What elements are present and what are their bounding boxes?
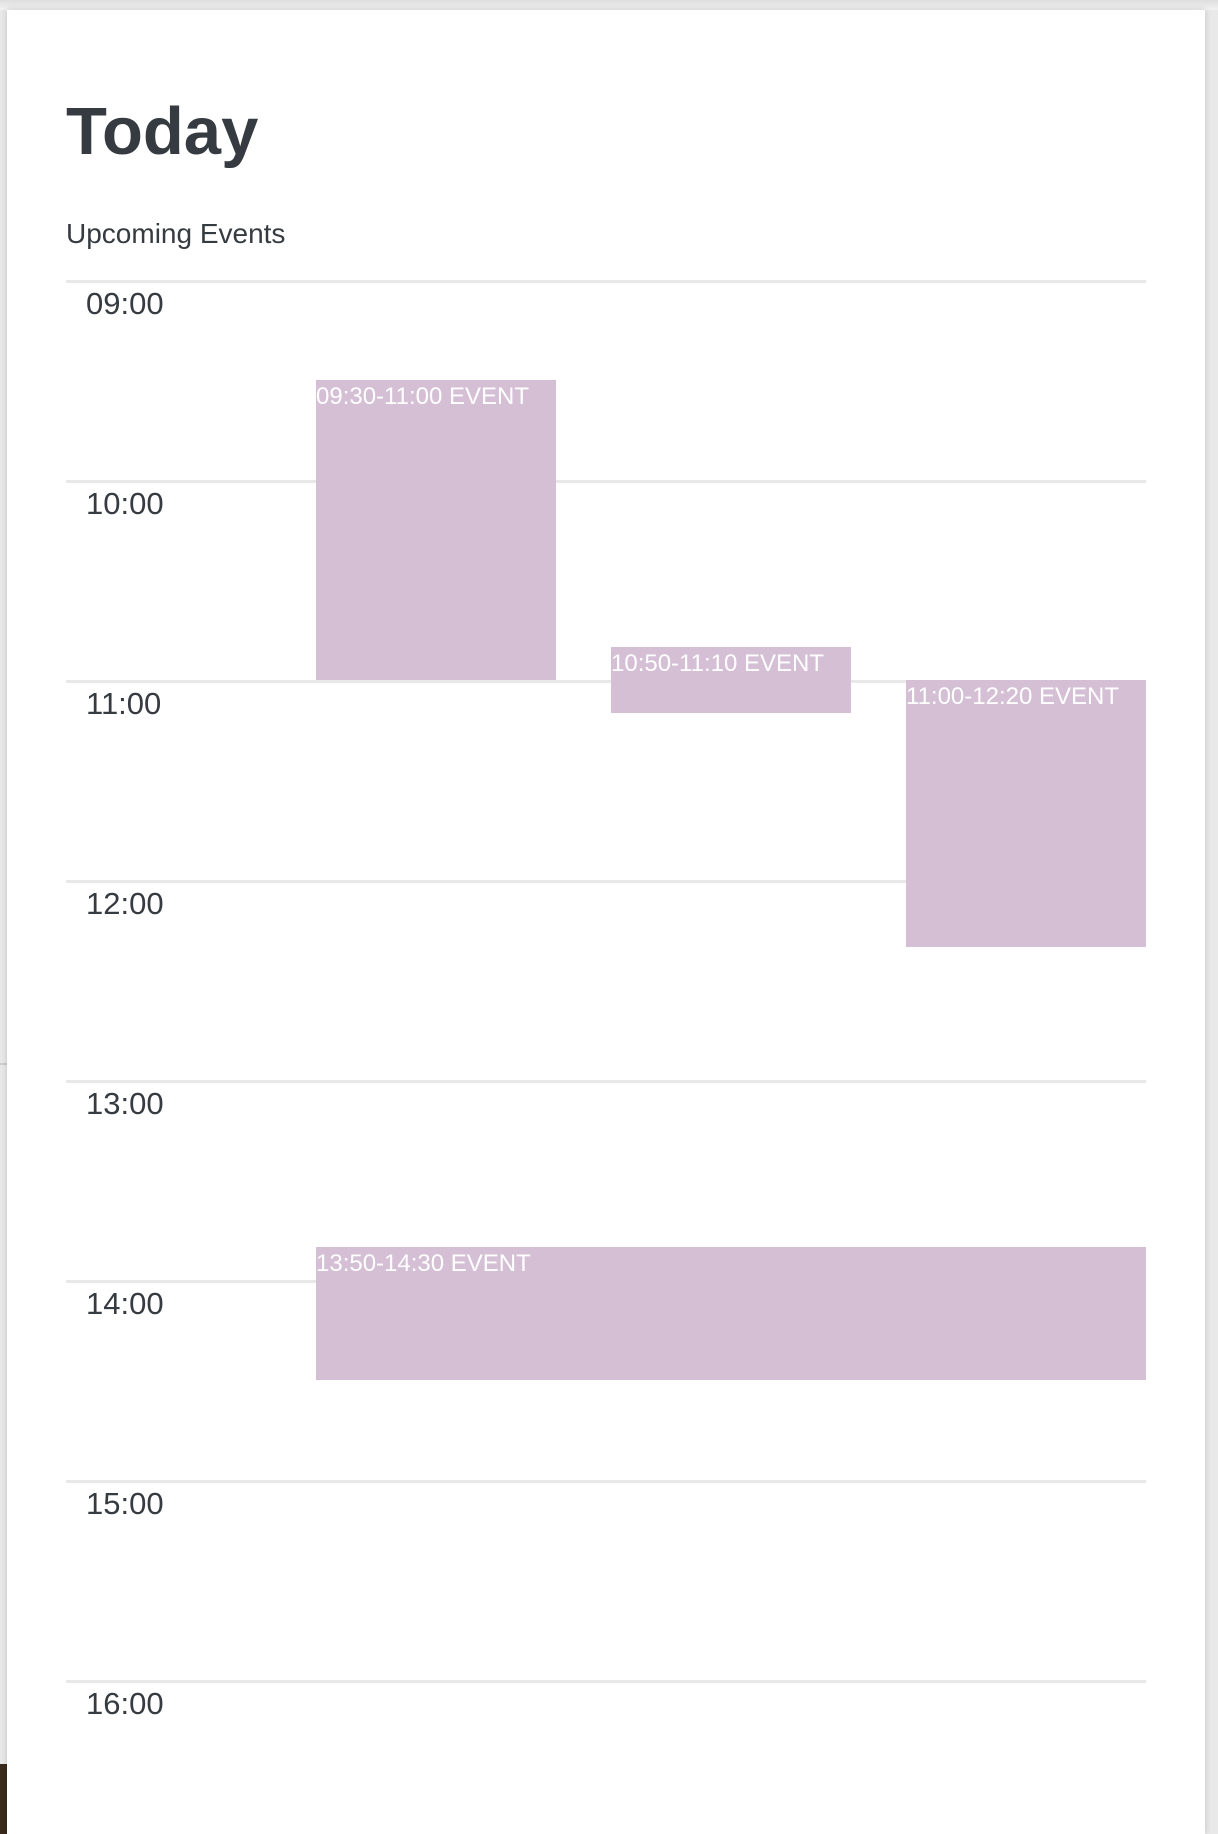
window-top-edge (0, 0, 1218, 10)
event-block[interactable]: 13:50-14:30 EVENT (316, 1246, 1146, 1380)
day-timeline: 09:00 10:00 11:00 12:00 13:00 14:00 15:00 16:00… (66, 270, 1146, 1810)
hour-divider (66, 1680, 1146, 1683)
hour-divider (66, 480, 1146, 483)
hour-divider (66, 680, 1146, 683)
event-label: 10:50-11:10 EVENT (611, 649, 825, 677)
hour-divider (66, 280, 1146, 283)
hour-label: 11:00 (86, 686, 162, 721)
event-block[interactable]: 10:50-11:10 EVENT (611, 646, 851, 714)
hour-label: 09:00 (86, 286, 164, 321)
hour-label: 12:00 (86, 886, 164, 921)
section-subtitle: Upcoming Events (66, 218, 286, 249)
hour-label: 10:00 (86, 486, 164, 521)
hour-divider (66, 880, 1146, 883)
background-corner (0, 1764, 8, 1834)
hour-label: 16:00 (86, 1686, 164, 1721)
hour-divider (66, 1080, 1146, 1083)
calendar-card: Today Upcoming Events 09:00 10:00 11:00 12:… (7, 10, 1205, 1834)
event-block[interactable]: 09:30-11:00 EVENT (316, 380, 556, 680)
page-title: Today (66, 94, 259, 169)
event-block[interactable]: 11:00-12:20 EVENT (906, 680, 1146, 947)
window-edge-divider (0, 1063, 7, 1065)
hour-divider (66, 1480, 1146, 1483)
hour-label: 15:00 (86, 1486, 164, 1521)
event-label: 09:30-11:00 EVENT (316, 383, 530, 410)
event-label: 13:50-14:30 EVENT (316, 1249, 531, 1277)
hour-label: 14:00 (86, 1286, 164, 1321)
event-label: 11:00-12:20 EVENT (906, 683, 1120, 710)
hour-label: 13:00 (86, 1086, 164, 1121)
